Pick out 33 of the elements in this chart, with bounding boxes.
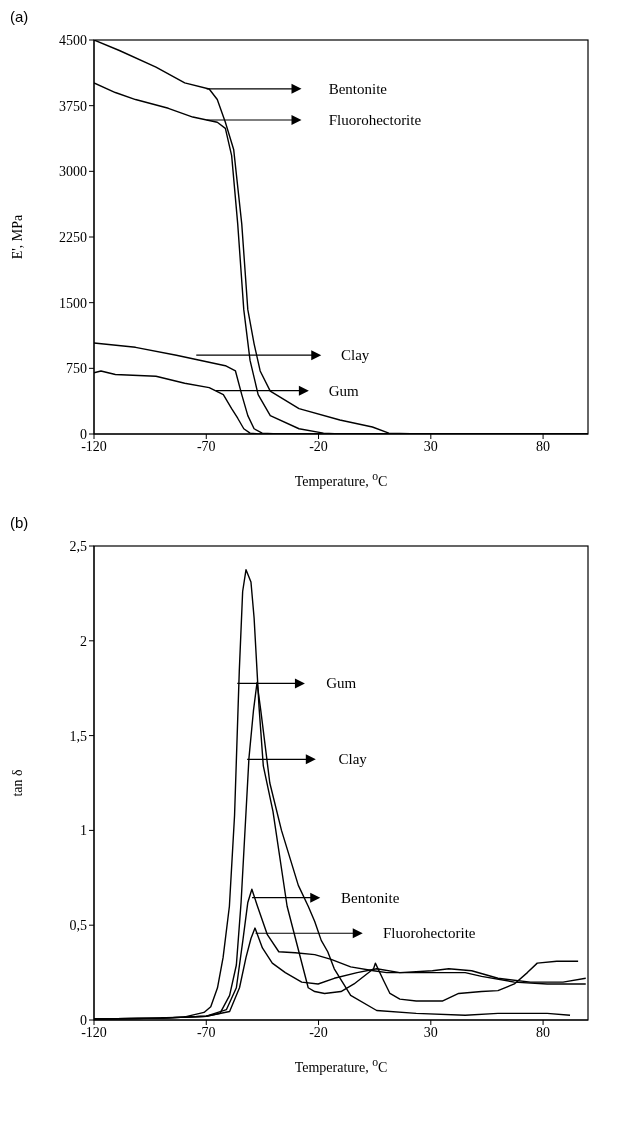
x-tick-label: 80 — [536, 1024, 551, 1040]
y-tick-label: 1500 — [59, 295, 87, 311]
legend-label: Clay — [341, 347, 370, 364]
x-tick-label: -70 — [196, 1024, 216, 1040]
y-axis-title: tan δ — [10, 769, 26, 797]
legend-label: Fluorohectorite — [328, 111, 422, 128]
legend-label: Gum — [328, 382, 359, 399]
x-axis-title: Temperature, $^{o}$C — [293, 1055, 389, 1076]
y-axis-title: E', MPa — [10, 214, 26, 260]
y-tick-label: 1 — [80, 823, 87, 839]
legend-label: Gum — [326, 675, 357, 692]
chart-title: (a) — [9, 8, 30, 27]
legend-label: Fluorohectorite — [382, 924, 476, 941]
x-tick-label: 30 — [423, 438, 438, 454]
y-tick-label: 4500 — [59, 32, 87, 48]
y-tick-label: 2 — [80, 633, 87, 649]
y-tick-label: 3750 — [59, 98, 87, 114]
x-tick-label: 30 — [423, 1024, 438, 1040]
legend-label: Bentonite — [341, 889, 400, 906]
x-tick-label: -70 — [196, 438, 216, 454]
x-axis-title: Temperature, $^{o}$C — [293, 470, 389, 490]
y-tick-label: 2,5 — [69, 538, 87, 554]
legend-label: Bentonite — [328, 80, 388, 97]
y-tick-label: 750 — [66, 361, 87, 377]
y-tick-label: 2250 — [59, 229, 87, 245]
x-tick-label: -20 — [309, 1024, 328, 1040]
legend-label: Clay — [338, 750, 368, 767]
y-tick-label: 1,5 — [69, 728, 87, 744]
chart-title: (b) — [9, 513, 30, 533]
x-tick-label: 80 — [536, 438, 551, 454]
y-tick-label: 0,5 — [69, 917, 87, 933]
x-tick-label: -20 — [309, 438, 328, 454]
y-tick-label: 3000 — [59, 164, 87, 180]
